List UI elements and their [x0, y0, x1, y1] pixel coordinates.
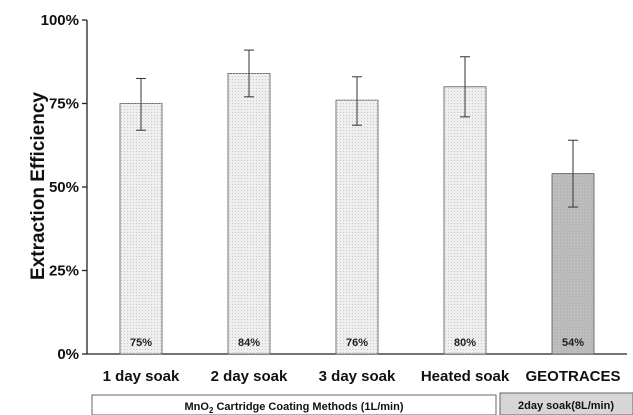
bar-group: 75% [119, 77, 163, 355]
bar-texture [336, 100, 378, 354]
y-ticks: 0% 25% 50% 75% 100% [41, 12, 87, 363]
data-label: 75% [130, 337, 152, 349]
bar-group: 84% [227, 49, 271, 355]
y-tick-label: 0% [57, 346, 79, 363]
x-tick-label: 2 day soak [211, 368, 288, 385]
group-box-coating-methods [91, 394, 497, 415]
x-tick-label: GEOTRACES [525, 368, 620, 385]
group-label-2day-soak-text: 2day soak(8L/min) [518, 400, 614, 412]
y-tick-label: 100% [41, 12, 79, 29]
bar-texture [228, 73, 270, 354]
data-label: 80% [454, 337, 476, 349]
group-box-2day-soak [499, 392, 633, 415]
bar-group: 54% [551, 139, 595, 355]
x-tick-label: Heated soak [421, 368, 510, 385]
y-tick-label: 75% [49, 96, 79, 113]
group-label-2day-soak: 2day soak(8L/min) [499, 392, 633, 415]
data-label: 84% [238, 337, 260, 349]
bar-texture [120, 103, 162, 354]
y-tick-label: 50% [49, 179, 79, 196]
data-label: 76% [346, 337, 368, 349]
y-axis-label: Extraction Efficiency [28, 92, 49, 280]
group-label-coating-methods-text: MnO2 Cartridge Coating Methods (1L/min) [185, 401, 404, 415]
bar-group: 76% [335, 76, 379, 355]
bar-texture [444, 86, 486, 355]
x-tick-labels: 1 day soak 2 day soak 3 day soak Heated soa… [103, 368, 621, 385]
y-tick-label: 25% [49, 263, 79, 280]
group-label-main: MnO [185, 401, 210, 413]
group-label-coating-methods: MnO2 Cartridge Coating Methods (1L/min) [91, 394, 497, 415]
group-label-rest: Cartridge Coating Methods (1L/min) [213, 401, 403, 413]
bars: 75% 84% 76% 80% 54% [119, 49, 595, 355]
x-tick-label: 1 day soak [103, 368, 180, 385]
x-tick-label: 3 day soak [319, 368, 396, 385]
data-label: 54% [562, 337, 584, 349]
bar-group: 80% [443, 56, 487, 355]
group-label-subscript: 2 [209, 406, 214, 415]
